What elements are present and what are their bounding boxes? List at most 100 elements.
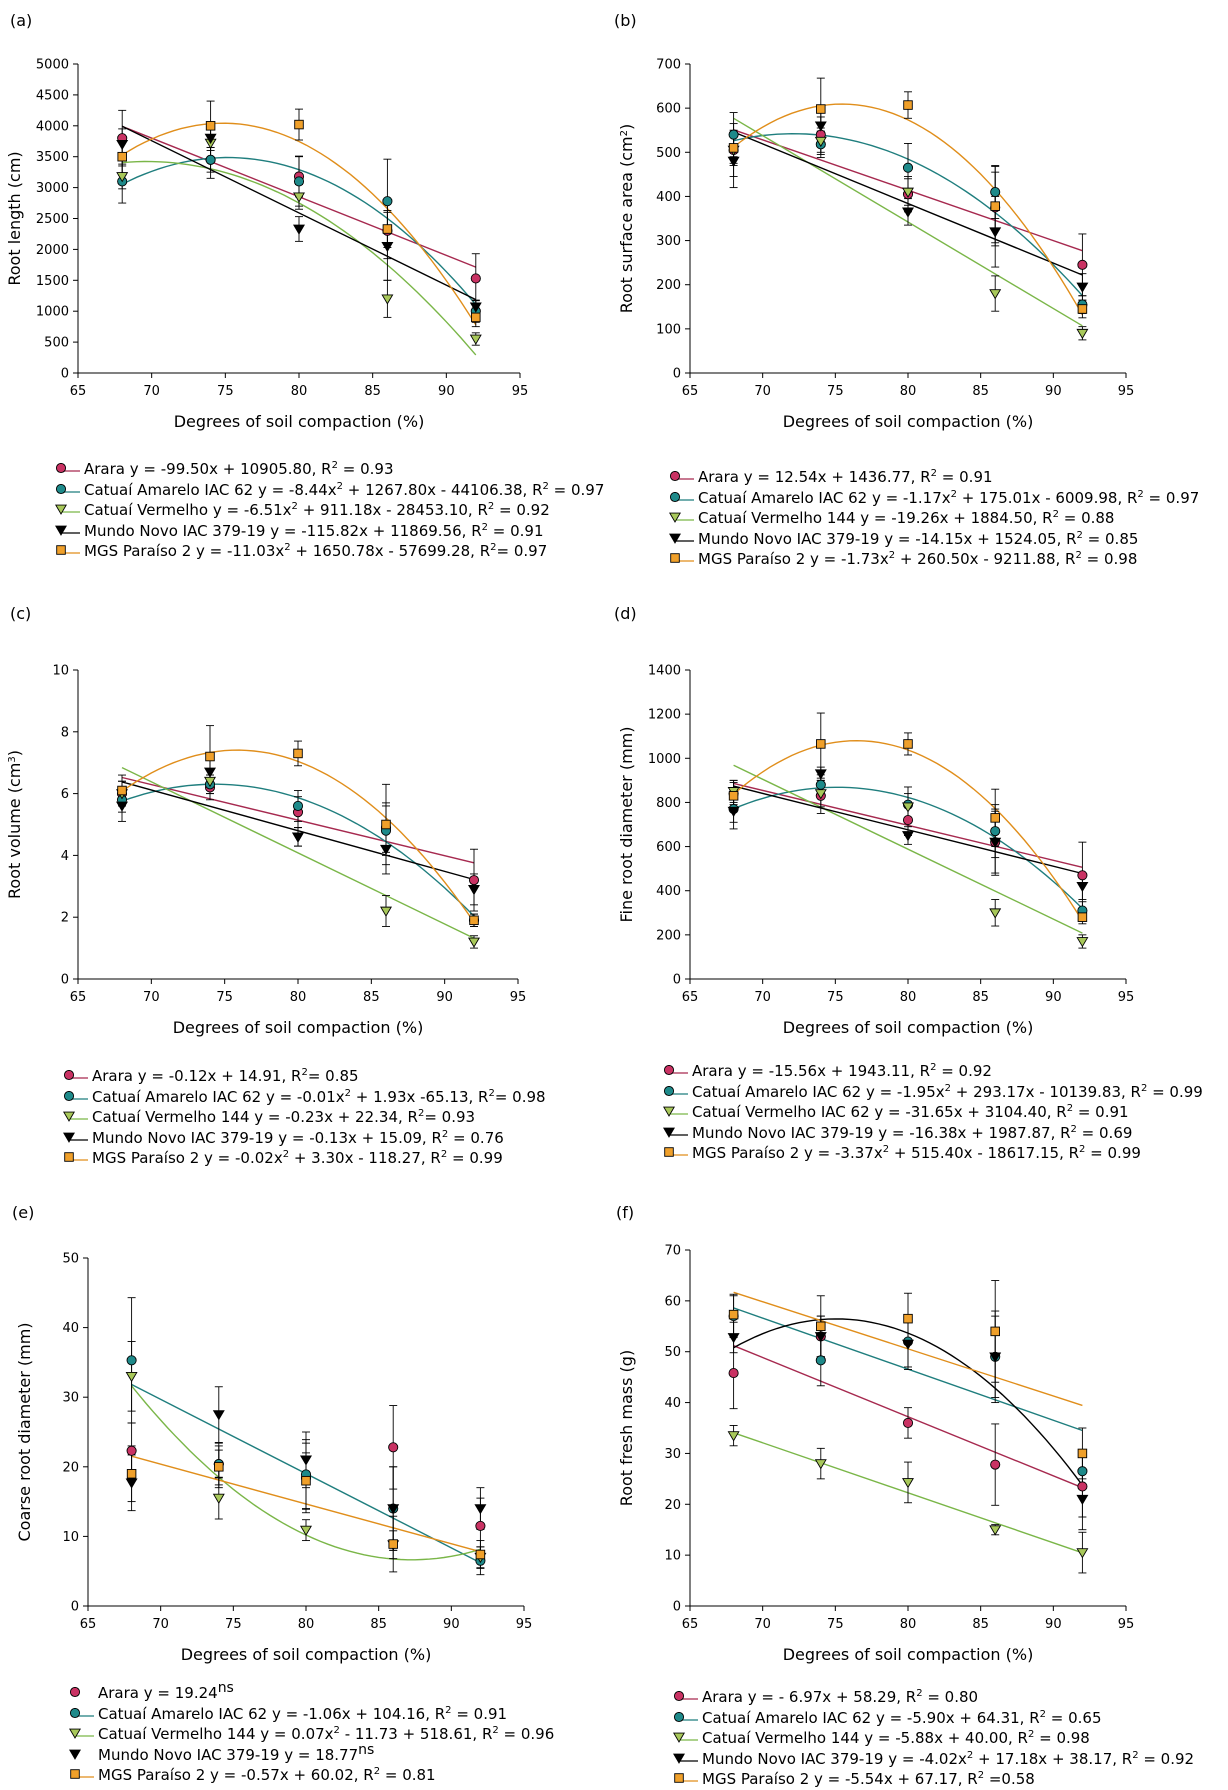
legend-label: Arara y = -15.56x + 1943.11, R2 = 0.92	[692, 1061, 992, 1082]
data-point	[990, 186, 1001, 198]
y-axis-label: Root surface area (cm2)	[617, 124, 636, 314]
y-tick-label: 400	[656, 190, 681, 205]
data-point	[293, 192, 305, 203]
series-equation: y = 0.07x2 - 11.73 + 518.61, R2 = 0.96	[260, 1725, 555, 1743]
data-point	[902, 802, 914, 813]
y-tick-label: 400	[656, 884, 681, 899]
data-point	[1077, 304, 1088, 314]
y-tick-label: 6	[61, 787, 69, 802]
trend-line	[733, 764, 1083, 934]
series-name: Catuaí Amarelo IAC 62	[692, 1082, 866, 1101]
data-point	[205, 751, 215, 762]
x-tick-label: 65	[70, 384, 87, 399]
series-name: Catuaí Vermelho IAC 62	[692, 1103, 875, 1121]
legend-label: MGS Paraíso 2 y = -1.73x2 + 260.50x - 92…	[698, 549, 1137, 570]
legend-swatch	[55, 525, 80, 536]
legend-swatch	[69, 1749, 81, 1760]
data-point	[469, 302, 482, 313]
legend-swatch	[64, 1152, 88, 1162]
panel-label-b: (b)	[614, 11, 637, 30]
legend-swatch	[663, 1127, 688, 1138]
legend-swatch	[669, 512, 694, 523]
data-point	[116, 801, 128, 812]
data-point	[292, 800, 304, 812]
legend-swatch	[673, 1711, 698, 1722]
x-axis-label: Degrees of soil compaction (%)	[783, 412, 1034, 431]
series-equation: y = -31.65x + 3104.40, R2 = 0.91	[874, 1103, 1129, 1121]
y-tick-label: 40	[62, 1321, 79, 1336]
legend-label: MGS Paraíso 2 y = -0.02x2 + 3.30x - 118.…	[92, 1148, 503, 1169]
data-point	[117, 151, 127, 162]
data-point	[212, 1493, 225, 1504]
y-tick-label: 30	[62, 1391, 79, 1406]
x-tick-label: 90	[438, 384, 455, 399]
legend-marker	[63, 1111, 75, 1122]
data-point	[116, 139, 129, 151]
y-tick-label: 1200	[648, 708, 681, 723]
legend-marker	[64, 1152, 74, 1162]
x-tick-label: 95	[1118, 384, 1135, 399]
series-name: MGS Paraíso 2	[98, 1766, 211, 1784]
data-point	[381, 294, 394, 305]
data-point	[990, 1326, 1000, 1337]
series-equation: y = -16.38x + 1987.87, R2 = 0.69	[878, 1123, 1133, 1142]
series-name: Catuaí Vermelho 144	[98, 1725, 261, 1743]
series-name: Mundo Novo IAC 379-19	[84, 521, 271, 540]
series-name: MGS Paraíso 2	[692, 1144, 805, 1162]
legend-label: Arara y = 19.24ns	[98, 1681, 234, 1704]
legend-marker	[69, 1707, 81, 1718]
data-point	[126, 1355, 137, 1366]
legend-label: Arara y = - 6.97x + 58.29, R2 = 0.80	[702, 1687, 978, 1708]
legend-label: MGS Paraíso 2 y = -0.57x + 60.02, R2 = 0…	[98, 1765, 436, 1786]
legend-marker	[670, 553, 680, 563]
y-tick-label: 1000	[36, 305, 69, 320]
series-equation: y = -14.15x + 1524.05, R2 = 0.85	[884, 529, 1139, 548]
data-point	[1077, 1466, 1088, 1477]
data-point	[293, 176, 305, 187]
series-name: Catuaí Vermelho 144	[698, 509, 861, 527]
data-point	[816, 1321, 826, 1332]
y-tick-label: 2	[61, 911, 69, 926]
series-equation: y = -1.73x2 + 260.50x - 9211.88, R2 = 0.…	[810, 550, 1138, 568]
y-tick-label: 700	[656, 58, 681, 73]
y-tick-label: 500	[656, 146, 681, 161]
series-name: MGS Paraíso 2	[698, 550, 811, 568]
legend-label: Catuaí Amarelo IAC 62 y = -8.44x2 + 1267…	[84, 480, 604, 501]
series-name: Mundo Novo IAC 379-19	[692, 1123, 879, 1142]
y-tick-label: 30	[664, 1447, 681, 1462]
y-tick-label: 600	[656, 840, 681, 855]
data-point	[474, 1504, 487, 1515]
x-tick-label: 80	[900, 1617, 917, 1632]
x-tick-label: 80	[900, 384, 917, 399]
y-axis-label: Root volume (cm3)	[5, 750, 24, 899]
y-tick-label: 1400	[648, 664, 681, 679]
y-tick-label: 300	[656, 234, 681, 249]
series-name: Arara	[692, 1062, 738, 1080]
series-name: Catuaí Amarelo IAC 62	[698, 488, 872, 507]
legend-marker	[673, 1711, 685, 1722]
legend-label: MGS Paraíso 2 y = -5.54x + 67.17, R2 =0.…	[702, 1769, 1035, 1790]
ns-marker: ns	[358, 1741, 375, 1758]
data-point	[125, 1371, 138, 1383]
legend-label: Catuaí Amarelo IAC 62 y = -0.01x2 + 1.93…	[92, 1087, 546, 1108]
series-equation: y = -115.82x + 11869.56, R2 = 0.91	[270, 521, 544, 540]
series-name: Catuaí Amarelo IAC 62	[84, 480, 258, 499]
x-tick-label: 90	[1045, 990, 1062, 1005]
data-point	[814, 1459, 827, 1470]
data-point	[1076, 937, 1089, 948]
data-point	[990, 826, 1001, 837]
legend-marker	[669, 491, 681, 502]
x-tick-label: 90	[1045, 1617, 1062, 1632]
legend-label: Arara y = -0.12x + 14.91, R2= 0.85	[92, 1066, 359, 1087]
y-tick-label: 70	[664, 1244, 681, 1259]
legend-swatch	[69, 1687, 81, 1698]
trend-line	[121, 122, 477, 326]
data-point	[990, 1459, 1001, 1470]
legend-swatch	[663, 1106, 688, 1117]
data-point	[902, 162, 914, 173]
y-tick-label: 800	[656, 796, 681, 811]
x-axis-label: Degrees of soil compaction (%)	[173, 1018, 424, 1037]
series-equation: y = -5.88x + 40.00, R2 = 0.98	[864, 1729, 1090, 1747]
y-tick-label: 4	[61, 849, 69, 864]
series-name: Catuaí Amarelo IAC 62	[98, 1704, 272, 1723]
